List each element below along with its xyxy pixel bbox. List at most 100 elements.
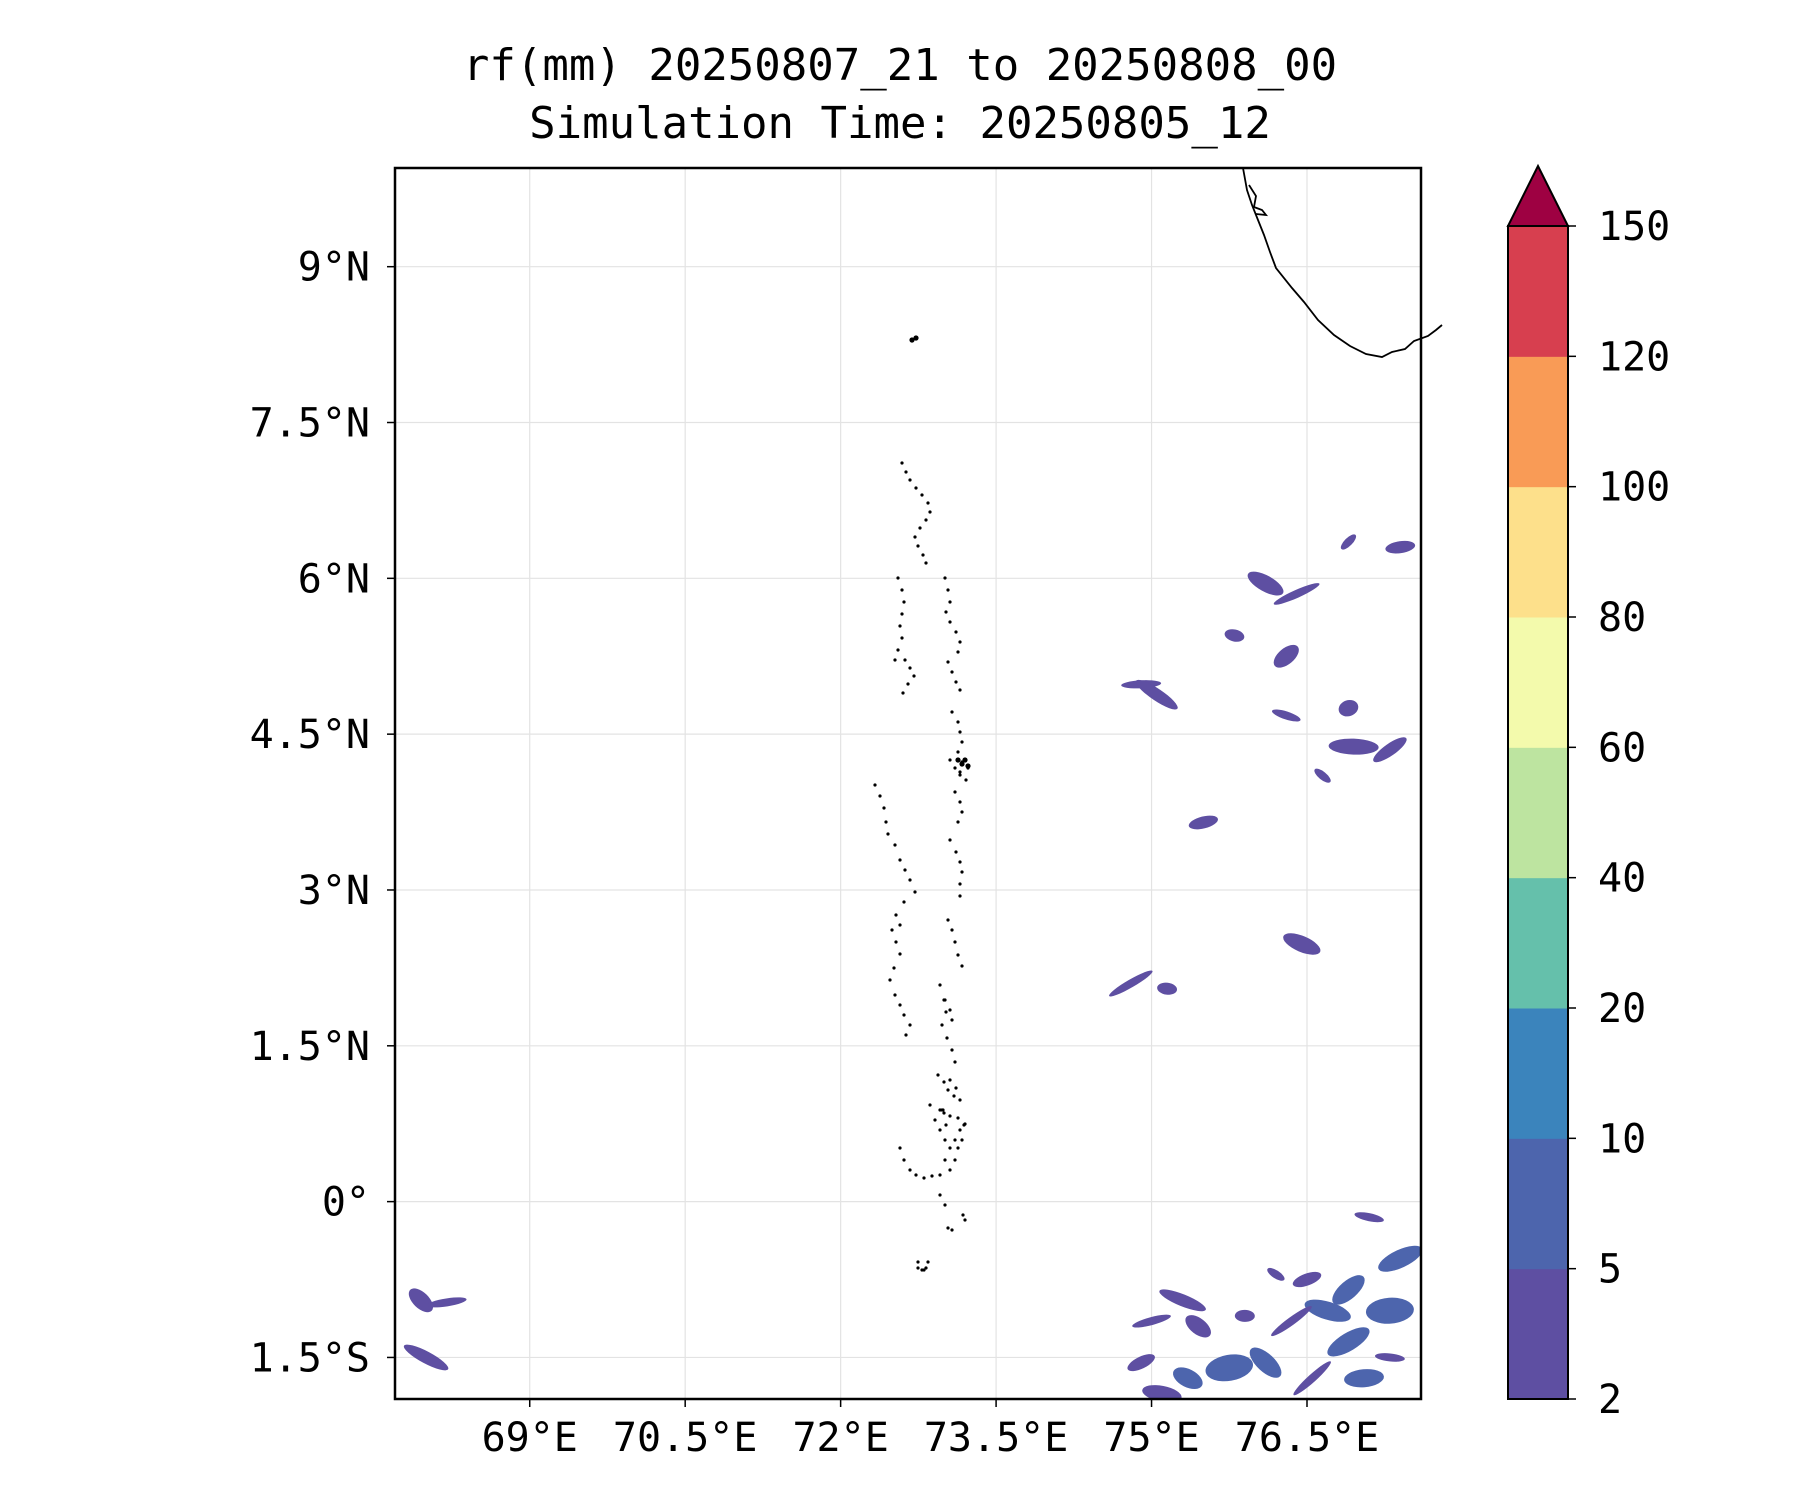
rain-cell-19: [403, 1344, 449, 1371]
island-dot-16-4: [948, 1146, 952, 1150]
y-tick-label-5: 1.5°N: [250, 1024, 370, 1070]
x-tick-label-2: 72°E: [792, 1415, 888, 1461]
island-dot-18-2: [963, 1122, 967, 1126]
island-dot-10-0: [948, 838, 952, 842]
rain-cell-29: [1185, 1315, 1211, 1338]
island-dot-6-1: [878, 794, 882, 798]
rain-cell-37: [1127, 1354, 1155, 1372]
island-dot-0-1: [904, 470, 908, 474]
island-dot-22-2: [960, 1138, 964, 1142]
island-dot-1-3: [900, 612, 904, 616]
island-dot-5-4: [956, 750, 960, 754]
y-tick-label-6: 0°: [322, 1180, 370, 1226]
rain-cell-23: [1365, 1297, 1414, 1324]
island-dot-0-8: [918, 526, 922, 530]
rain-cells: [403, 534, 1421, 1399]
colorbar-frame: [1507, 225, 1569, 1400]
x-tick-label-4: 75°E: [1103, 1415, 1199, 1461]
island-dot-30-1: [942, 1111, 946, 1115]
island-dot-0-0: [900, 461, 904, 465]
colorbar-band-3: [1508, 877, 1568, 1009]
rain-cell-5: [1273, 644, 1299, 668]
island-dot-15-1: [942, 1080, 946, 1084]
colorbar-band-1: [1508, 1138, 1568, 1270]
island-dot-16-0: [928, 1103, 932, 1107]
island-dot-5-3: [960, 740, 964, 744]
island-dot-9-2: [903, 868, 907, 872]
island-dot-0-11: [921, 553, 925, 557]
island-dot-1-6: [896, 648, 900, 652]
rain-cell-4: [1224, 629, 1245, 642]
island-dot-17-1: [948, 1114, 952, 1118]
island-dot-12-4: [960, 964, 964, 968]
island-dot-1-1: [900, 588, 904, 592]
island-dot-9-4: [913, 890, 917, 894]
colorbar: 2 5 10 20 40 60 80 100 120 150: [1506, 163, 1670, 1423]
island-dot-19-0: [943, 998, 947, 1002]
island-dot-6-4: [886, 832, 890, 836]
island-dot-22-1: [956, 1146, 960, 1150]
island-dot-19-1: [948, 1008, 952, 1012]
island-dot-20-0: [898, 1146, 902, 1150]
island-dot-10-2: [958, 860, 962, 864]
island-dot-6-3: [884, 820, 888, 824]
colorbar-band-7: [1508, 356, 1568, 488]
island-dot-14-4: [945, 1036, 949, 1040]
island-dot-0-12: [924, 561, 928, 565]
rain-cell-0: [1340, 534, 1357, 550]
rain-cell-35: [1205, 1354, 1254, 1382]
rain-cell-15: [1109, 970, 1153, 997]
island-dot-9-3: [908, 878, 912, 882]
island-dot-11-0: [890, 928, 894, 932]
island-dot-1-2: [902, 600, 906, 604]
island-dot-28-1: [963, 1218, 967, 1222]
island-dot-21-1: [944, 1123, 948, 1127]
island-dot-3-4: [901, 691, 905, 695]
island-dot-10-3: [960, 870, 964, 874]
colorbar-label-5: 60: [1598, 725, 1646, 771]
rain-cell-25: [1292, 1271, 1322, 1288]
island-dot-7-1: [953, 766, 957, 770]
colorbar-band-4: [1508, 747, 1568, 879]
island-dot-2-0: [943, 576, 947, 580]
island-dot-15-0: [936, 1073, 940, 1077]
map-frame: [393, 166, 1423, 1401]
island-dot-15-4: [958, 1098, 962, 1102]
rain-cell-18: [427, 1297, 467, 1308]
rain-cell-9: [1271, 709, 1301, 722]
island-dot-16-1: [933, 1118, 937, 1122]
island-dot-2-5: [954, 630, 958, 634]
y-tick-label-3: 4.5°N: [250, 712, 370, 758]
island-dot-2-3: [944, 610, 948, 614]
colorbar-label-6: 80: [1598, 595, 1646, 641]
island-dot-3-3: [906, 682, 910, 686]
island-dot-20-3: [914, 1173, 918, 1177]
rain-cell-12: [1314, 768, 1331, 783]
island-blob-4: [962, 757, 968, 763]
island-dot-8-2: [960, 810, 964, 814]
island-dot-15-3: [952, 1094, 956, 1098]
island-dot-20-2: [908, 1168, 912, 1172]
island-dot-2-1: [946, 588, 950, 592]
island-dot-0-7: [924, 518, 928, 522]
island-dot-8-1: [958, 800, 962, 804]
colorbar-label-7: 100: [1598, 465, 1670, 511]
india-coastline: [1242, 167, 1443, 358]
island-dot-13-4: [904, 1033, 908, 1037]
island-dot-19-2: [950, 1018, 954, 1022]
island-dot-27-1: [950, 1228, 954, 1232]
rain-cell-7: [1135, 679, 1178, 710]
island-dot-7-2: [958, 773, 962, 777]
rain-cell-2: [1247, 571, 1284, 596]
island-dot-12-3: [956, 953, 960, 957]
rain-cell-17: [408, 1288, 434, 1313]
gridlines: [395, 168, 1421, 1399]
colorbar-band-0: [1508, 1268, 1568, 1400]
chart-subtitle: Simulation Time: 20250805_12: [529, 98, 1271, 149]
island-dot-5-1: [956, 720, 960, 724]
island-dot-3-0: [903, 658, 907, 662]
y-tick-label-1: 7.5°N: [250, 401, 370, 447]
colorbar-label-4: 40: [1598, 856, 1646, 902]
island-dot-2-6: [958, 640, 962, 644]
